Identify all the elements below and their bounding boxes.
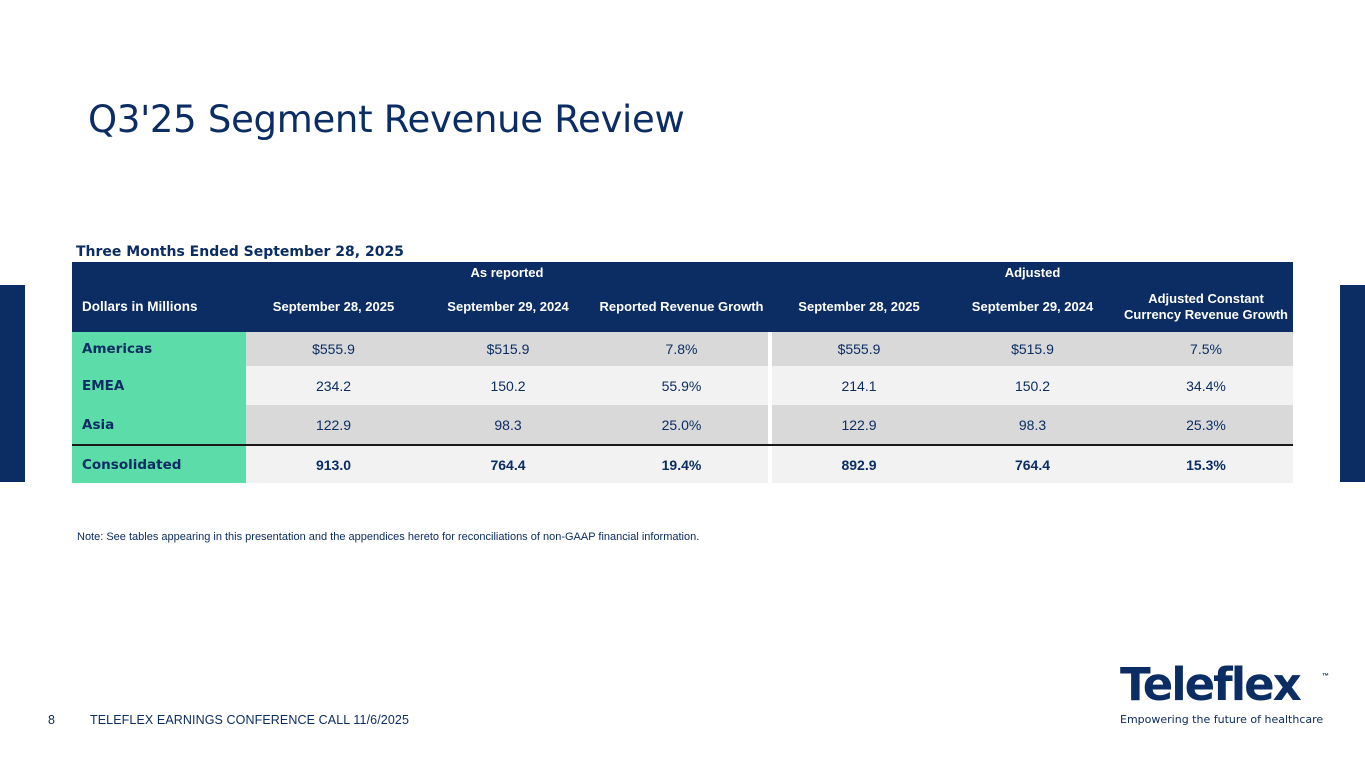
right-accent-bar bbox=[1340, 285, 1365, 482]
segment-label: Asia bbox=[72, 405, 246, 444]
table-cell: 764.4 bbox=[946, 446, 1119, 483]
column-gap bbox=[768, 282, 772, 332]
table-cell: 7.8% bbox=[595, 332, 768, 366]
table-cell: 98.3 bbox=[421, 405, 595, 444]
table-cell: 7.5% bbox=[1119, 332, 1293, 366]
table-cell: 15.3% bbox=[1119, 446, 1293, 483]
table-cell: 98.3 bbox=[946, 405, 1119, 444]
table-cell: 892.9 bbox=[772, 446, 946, 483]
table-cell: 55.9% bbox=[595, 366, 768, 405]
segment-label: Americas bbox=[72, 332, 246, 366]
table-cell: 122.9 bbox=[246, 405, 421, 444]
table-cell: 25.0% bbox=[595, 405, 768, 444]
trademark-symbol: ™ bbox=[1322, 673, 1329, 680]
column-header-row: Dollars in Millions September 28, 2025 S… bbox=[72, 282, 1293, 332]
table-cell: 19.4% bbox=[595, 446, 768, 483]
segment-label: Consolidated bbox=[72, 446, 246, 483]
table-cell: 764.4 bbox=[421, 446, 595, 483]
column-gap bbox=[768, 366, 772, 405]
table-cell: 150.2 bbox=[946, 366, 1119, 405]
logo-tagline: Empowering the future of healthcare bbox=[1120, 713, 1324, 726]
column-header: September 29, 2024 bbox=[421, 282, 595, 332]
left-accent-bar bbox=[0, 285, 25, 482]
table-row: Americas $555.9 $515.9 7.8% $555.9 $515.… bbox=[72, 332, 1293, 366]
adjusted-group-header: Adjusted bbox=[772, 262, 1293, 282]
table-row: EMEA 234.2 150.2 55.9% 214.1 150.2 34.4% bbox=[72, 366, 1293, 405]
header-blank bbox=[72, 262, 246, 282]
table-cell: $515.9 bbox=[946, 332, 1119, 366]
table-row-total: Consolidated 913.0 764.4 19.4% 892.9 764… bbox=[72, 444, 1293, 483]
table-cell: 214.1 bbox=[772, 366, 946, 405]
column-header: September 28, 2025 bbox=[772, 282, 946, 332]
teleflex-logo: Teleflex ™ Empowering the future of heal… bbox=[1120, 660, 1332, 730]
table-cell: $555.9 bbox=[246, 332, 421, 366]
table-cell: 150.2 bbox=[421, 366, 595, 405]
column-header: Dollars in Millions bbox=[72, 282, 246, 332]
column-gap bbox=[768, 262, 772, 282]
footnote: Note: See tables appearing in this prese… bbox=[77, 531, 700, 543]
column-header: Adjusted Constant Currency Revenue Growt… bbox=[1119, 282, 1293, 332]
as-reported-group-header: As reported bbox=[246, 262, 768, 282]
table-cell: $555.9 bbox=[772, 332, 946, 366]
page-number: 8 bbox=[48, 713, 55, 727]
table-cell: 234.2 bbox=[246, 366, 421, 405]
segment-label: EMEA bbox=[72, 366, 246, 405]
footer-text: TELEFLEX EARNINGS CONFERENCE CALL 11/6/2… bbox=[90, 713, 409, 727]
table-cell: 122.9 bbox=[772, 405, 946, 444]
column-header: September 29, 2024 bbox=[946, 282, 1119, 332]
group-header-row: As reported Adjusted bbox=[72, 262, 1293, 282]
column-gap bbox=[768, 446, 772, 483]
table-row: Asia 122.9 98.3 25.0% 122.9 98.3 25.3% bbox=[72, 405, 1293, 444]
table-cell: 913.0 bbox=[246, 446, 421, 483]
column-header: Reported Revenue Growth bbox=[595, 282, 768, 332]
table-cell: 34.4% bbox=[1119, 366, 1293, 405]
table-cell: $515.9 bbox=[421, 332, 595, 366]
logo-wordmark: Teleflex bbox=[1120, 658, 1302, 711]
table-cell: 25.3% bbox=[1119, 405, 1293, 444]
column-gap bbox=[768, 332, 772, 366]
column-gap bbox=[768, 405, 772, 444]
slide-title: Q3'25 Segment Revenue Review bbox=[88, 98, 685, 141]
segment-revenue-table: As reported Adjusted Dollars in Millions… bbox=[72, 262, 1293, 483]
column-header: September 28, 2025 bbox=[246, 282, 421, 332]
table-caption: Three Months Ended September 28, 2025 bbox=[76, 244, 404, 260]
